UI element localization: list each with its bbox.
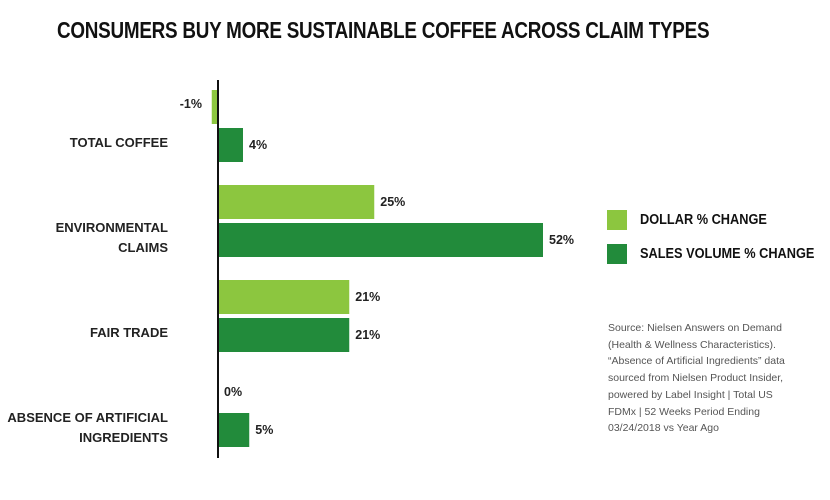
data-label: 52% [549, 233, 574, 247]
legend-swatch-dollar [607, 210, 627, 230]
category-label: ABSENCE OF ARTIFICIAL [7, 410, 168, 425]
data-label: 25% [380, 195, 405, 209]
bar-dollar-0 [211, 90, 218, 124]
category-label: FAIR TRADE [90, 325, 168, 340]
data-label: -1% [180, 97, 202, 111]
category-label: CLAIMS [118, 240, 168, 255]
legend-label-volume: SALES VOLUME % CHANGE [640, 246, 815, 262]
chart-title: CONSUMERS BUY MORE SUSTAINABLE COFFEE AC… [57, 17, 710, 43]
bar-dollar-2 [218, 280, 350, 314]
legend: DOLLAR % CHANGE SALES VOLUME % CHANGE [607, 208, 830, 276]
data-label: 4% [249, 138, 267, 152]
bar-volume-1 [218, 223, 543, 257]
data-label: 21% [355, 328, 380, 342]
category-label: INGREDIENTS [79, 430, 168, 445]
bar-volume-0 [218, 128, 243, 162]
legend-label-dollar: DOLLAR % CHANGE [640, 212, 767, 228]
data-label: 21% [355, 290, 380, 304]
bar-volume-2 [218, 318, 350, 352]
bar-dollar-1 [218, 185, 375, 219]
data-label: 5% [255, 423, 273, 437]
legend-swatch-volume [607, 244, 627, 264]
bar-volume-3 [218, 413, 250, 447]
data-label: 0% [224, 385, 242, 399]
category-label: ENVIRONMENTAL [56, 220, 168, 235]
source-note: Source: Nielsen Answers on Demand (Healt… [608, 322, 785, 435]
category-label: TOTAL COFFEE [70, 135, 169, 150]
legend-item-dollar: DOLLAR % CHANGE [607, 208, 830, 232]
legend-item-volume: SALES VOLUME % CHANGE [607, 242, 830, 266]
